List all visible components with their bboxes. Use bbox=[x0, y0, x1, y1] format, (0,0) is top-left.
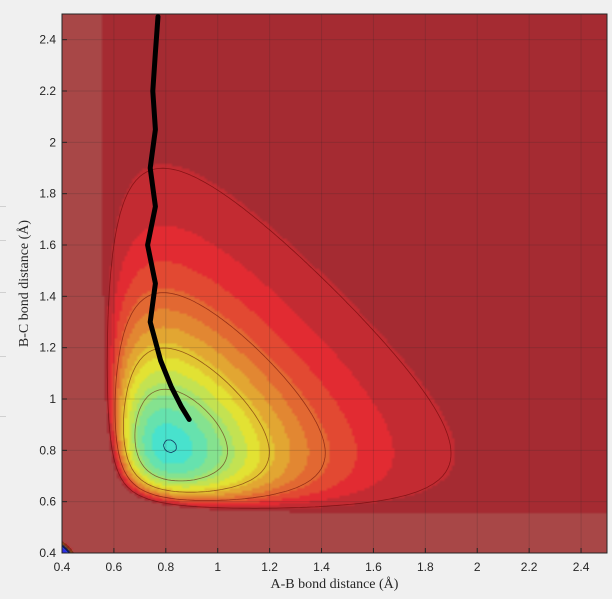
x-tick-label: 2.2 bbox=[521, 560, 538, 574]
y-tick-label: 0.6 bbox=[39, 495, 56, 509]
contour-line bbox=[62, 545, 70, 553]
window-edge-tick bbox=[0, 416, 6, 417]
y-tick-label: 1 bbox=[49, 392, 56, 406]
x-tick-label: 0.4 bbox=[54, 560, 71, 574]
y-axis-label: B-C bond distance (Å) bbox=[16, 220, 32, 347]
contour-line bbox=[62, 388, 228, 553]
grid-lines bbox=[62, 14, 607, 553]
contour-line bbox=[62, 347, 270, 553]
contour-line bbox=[62, 292, 326, 553]
y-tick-label: 1.6 bbox=[39, 238, 56, 252]
x-tick-label: 2 bbox=[474, 560, 481, 574]
window-edge-tick bbox=[0, 292, 6, 293]
y-tick-label: 2 bbox=[49, 135, 56, 149]
y-tick-label: 2.4 bbox=[39, 33, 56, 47]
y-tick-label: 2.2 bbox=[39, 84, 56, 98]
y-tick-label: 0.8 bbox=[39, 443, 56, 457]
x-axis-label: A-B bond distance (Å) bbox=[271, 576, 399, 592]
x-tick-label: 1 bbox=[214, 560, 221, 574]
y-tick-label: 0.4 bbox=[39, 546, 56, 560]
trajectory-line bbox=[145, 14, 192, 422]
contour-line bbox=[62, 167, 452, 553]
contour-line bbox=[62, 545, 71, 553]
y-tick-label: 1.4 bbox=[39, 289, 56, 303]
energy-surface bbox=[62, 14, 607, 553]
x-tick-label: 0.6 bbox=[106, 560, 123, 574]
window-edge-tick bbox=[0, 356, 6, 357]
window-edge-tick bbox=[0, 206, 6, 207]
contour-lines bbox=[62, 167, 452, 553]
axis-ticks: 0.4 0.6 0.8 1 1.2 1.4 1.6 1.8 2 2.2 2.4 0.4 0.6 0.8 1 1… bbox=[39, 33, 589, 574]
y-tick-label: 1.8 bbox=[39, 187, 56, 201]
window-edge-tick bbox=[0, 240, 6, 241]
x-tick-label: 1.4 bbox=[313, 560, 330, 574]
y-tick-label: 1.2 bbox=[39, 341, 56, 355]
x-tick-label: 1.2 bbox=[261, 560, 278, 574]
x-tick-label: 1.6 bbox=[365, 560, 382, 574]
x-tick-label: 0.8 bbox=[157, 560, 174, 574]
x-tick-label: 1.8 bbox=[417, 560, 434, 574]
x-tick-label: 2.4 bbox=[573, 560, 590, 574]
plot-frame bbox=[61, 13, 608, 554]
